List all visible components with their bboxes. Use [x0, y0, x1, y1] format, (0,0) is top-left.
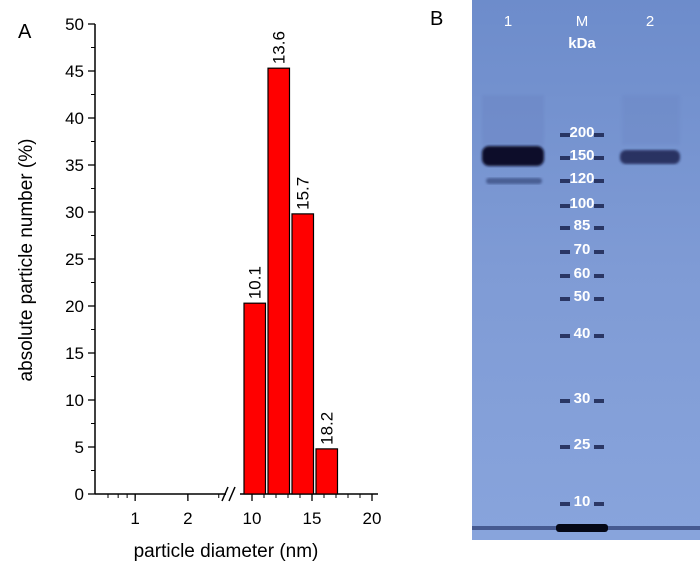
marker-band — [560, 156, 570, 160]
bar-label: 18.2 — [318, 412, 337, 445]
marker-band — [594, 226, 604, 230]
marker-label: 120 — [569, 170, 594, 187]
marker-band — [594, 274, 604, 278]
marker-label: 30 — [574, 390, 591, 407]
axis-break-mark — [228, 486, 236, 502]
marker-band — [594, 334, 604, 338]
marker-band — [560, 204, 570, 208]
y-tick-label: 50 — [65, 15, 84, 34]
marker-label: 60 — [574, 265, 591, 282]
marker-label: 50 — [574, 288, 591, 305]
marker-label: 100 — [569, 195, 594, 212]
marker-band — [560, 226, 570, 230]
gel-image: 1 M 2 kDa 200 150 120 100 85 70 60 50 40 30 25 10 — [472, 0, 700, 540]
x-tick-label: 20 — [363, 509, 382, 528]
marker-band — [594, 133, 604, 137]
x-tick-label: 10 — [243, 509, 262, 528]
lane-label-m: M — [576, 13, 589, 30]
marker-band — [594, 399, 604, 403]
marker-label: 200 — [569, 124, 594, 141]
marker-band — [560, 399, 570, 403]
y-tick-label: 30 — [65, 203, 84, 222]
y-tick-label: 45 — [65, 62, 84, 81]
bar-chart: A absolute particle number (%) particle … — [16, 15, 381, 562]
bar — [291, 213, 315, 495]
marker-label: 85 — [574, 217, 591, 234]
marker-ladder: 200 150 120 100 85 70 60 50 40 30 25 10 — [560, 124, 604, 510]
marker-band — [560, 250, 570, 254]
axes: 0 5 10 15 20 25 30 35 40 45 50 1 2 10 15 20 — [65, 15, 381, 528]
marker-band — [560, 445, 570, 449]
x-tick-label: 15 — [303, 509, 322, 528]
gel-panel: 1 M 2 kDa 200 150 120 100 85 70 60 50 40 30 25 10 — [472, 0, 700, 540]
marker-band — [594, 156, 604, 160]
marker-label: 10 — [574, 493, 591, 510]
marker-band — [560, 502, 570, 506]
marker-label: 150 — [569, 147, 594, 164]
marker-band — [560, 133, 570, 137]
y-tick-label: 35 — [65, 156, 84, 175]
bars: 10.1 13.6 15.7 18.2 — [243, 31, 339, 495]
marker-band — [594, 204, 604, 208]
marker-band — [594, 297, 604, 301]
unit-label: kDa — [568, 35, 596, 52]
bar — [315, 448, 339, 495]
dye-front-band — [556, 524, 608, 532]
marker-band — [594, 502, 604, 506]
panel-label-b: B — [430, 8, 444, 30]
bar-label: 10.1 — [246, 266, 265, 299]
y-axis-label: absolute particle number (%) — [16, 139, 37, 382]
marker-label: 70 — [574, 241, 591, 258]
x-tick-label: 1 — [130, 509, 139, 528]
lane-1-minor-band — [486, 178, 542, 184]
marker-label: 40 — [574, 325, 591, 342]
bar-label: 13.6 — [270, 31, 289, 64]
y-tick-label: 40 — [65, 109, 84, 128]
chart-panel: A absolute particle number (%) particle … — [16, 15, 381, 562]
marker-band — [594, 445, 604, 449]
marker-band — [560, 179, 570, 183]
lane-label-2: 2 — [646, 13, 654, 30]
lane-1-band — [482, 146, 544, 166]
marker-band — [594, 179, 604, 183]
lane-label-1: 1 — [504, 13, 512, 30]
marker-band — [560, 334, 570, 338]
marker-band — [560, 274, 570, 278]
y-tick-label: 25 — [65, 250, 84, 269]
y-tick-label: 10 — [65, 391, 84, 410]
axis-break-mark — [221, 486, 229, 502]
x-axis-label: particle diameter (nm) — [134, 541, 319, 562]
panel-label-a: A — [18, 21, 32, 43]
bar — [243, 302, 267, 495]
y-tick-label: 15 — [65, 344, 84, 363]
marker-band — [560, 297, 570, 301]
lane-2-band — [620, 150, 680, 164]
bar-label: 15.7 — [294, 177, 313, 210]
y-tick-label: 0 — [75, 485, 84, 504]
gel-background — [472, 0, 700, 540]
bar — [267, 67, 291, 495]
marker-band — [594, 250, 604, 254]
y-tick-label: 20 — [65, 297, 84, 316]
marker-label: 25 — [574, 436, 591, 453]
y-tick-label: 5 — [75, 438, 84, 457]
x-tick-label: 2 — [183, 509, 192, 528]
